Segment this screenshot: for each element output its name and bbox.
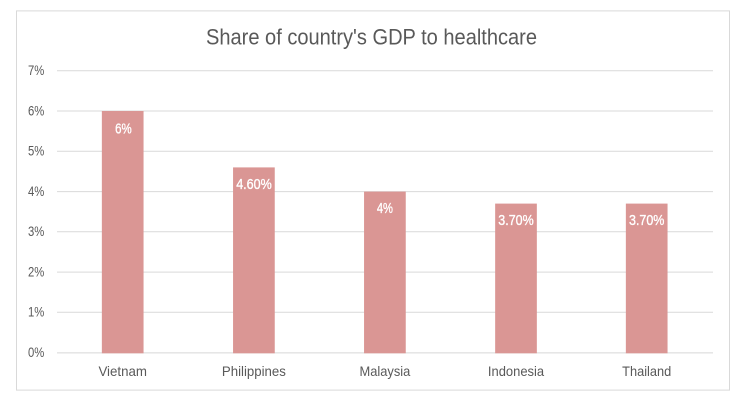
svg-text:3.70%: 3.70% [498,213,534,229]
svg-text:Indonesia: Indonesia [488,363,544,379]
svg-text:6%: 6% [28,102,44,118]
svg-text:1%: 1% [28,304,44,320]
svg-text:0%: 0% [28,344,44,360]
svg-text:4%: 4% [377,201,393,217]
svg-text:Philippines: Philippines [222,363,286,379]
svg-text:5%: 5% [28,143,44,159]
svg-text:3%: 3% [28,223,44,239]
svg-text:Share of country's GDP to heal: Share of country's GDP to healthcare [206,25,537,50]
svg-text:4%: 4% [28,183,44,199]
svg-text:Malaysia: Malaysia [360,363,411,379]
svg-text:7%: 7% [28,62,44,78]
svg-text:3.70%: 3.70% [629,213,665,229]
svg-text:Thailand: Thailand [622,363,671,379]
svg-text:6%: 6% [115,121,132,137]
svg-text:4.60%: 4.60% [236,177,272,193]
svg-text:2%: 2% [28,263,44,279]
svg-text:Vietnam: Vietnam [98,363,147,379]
